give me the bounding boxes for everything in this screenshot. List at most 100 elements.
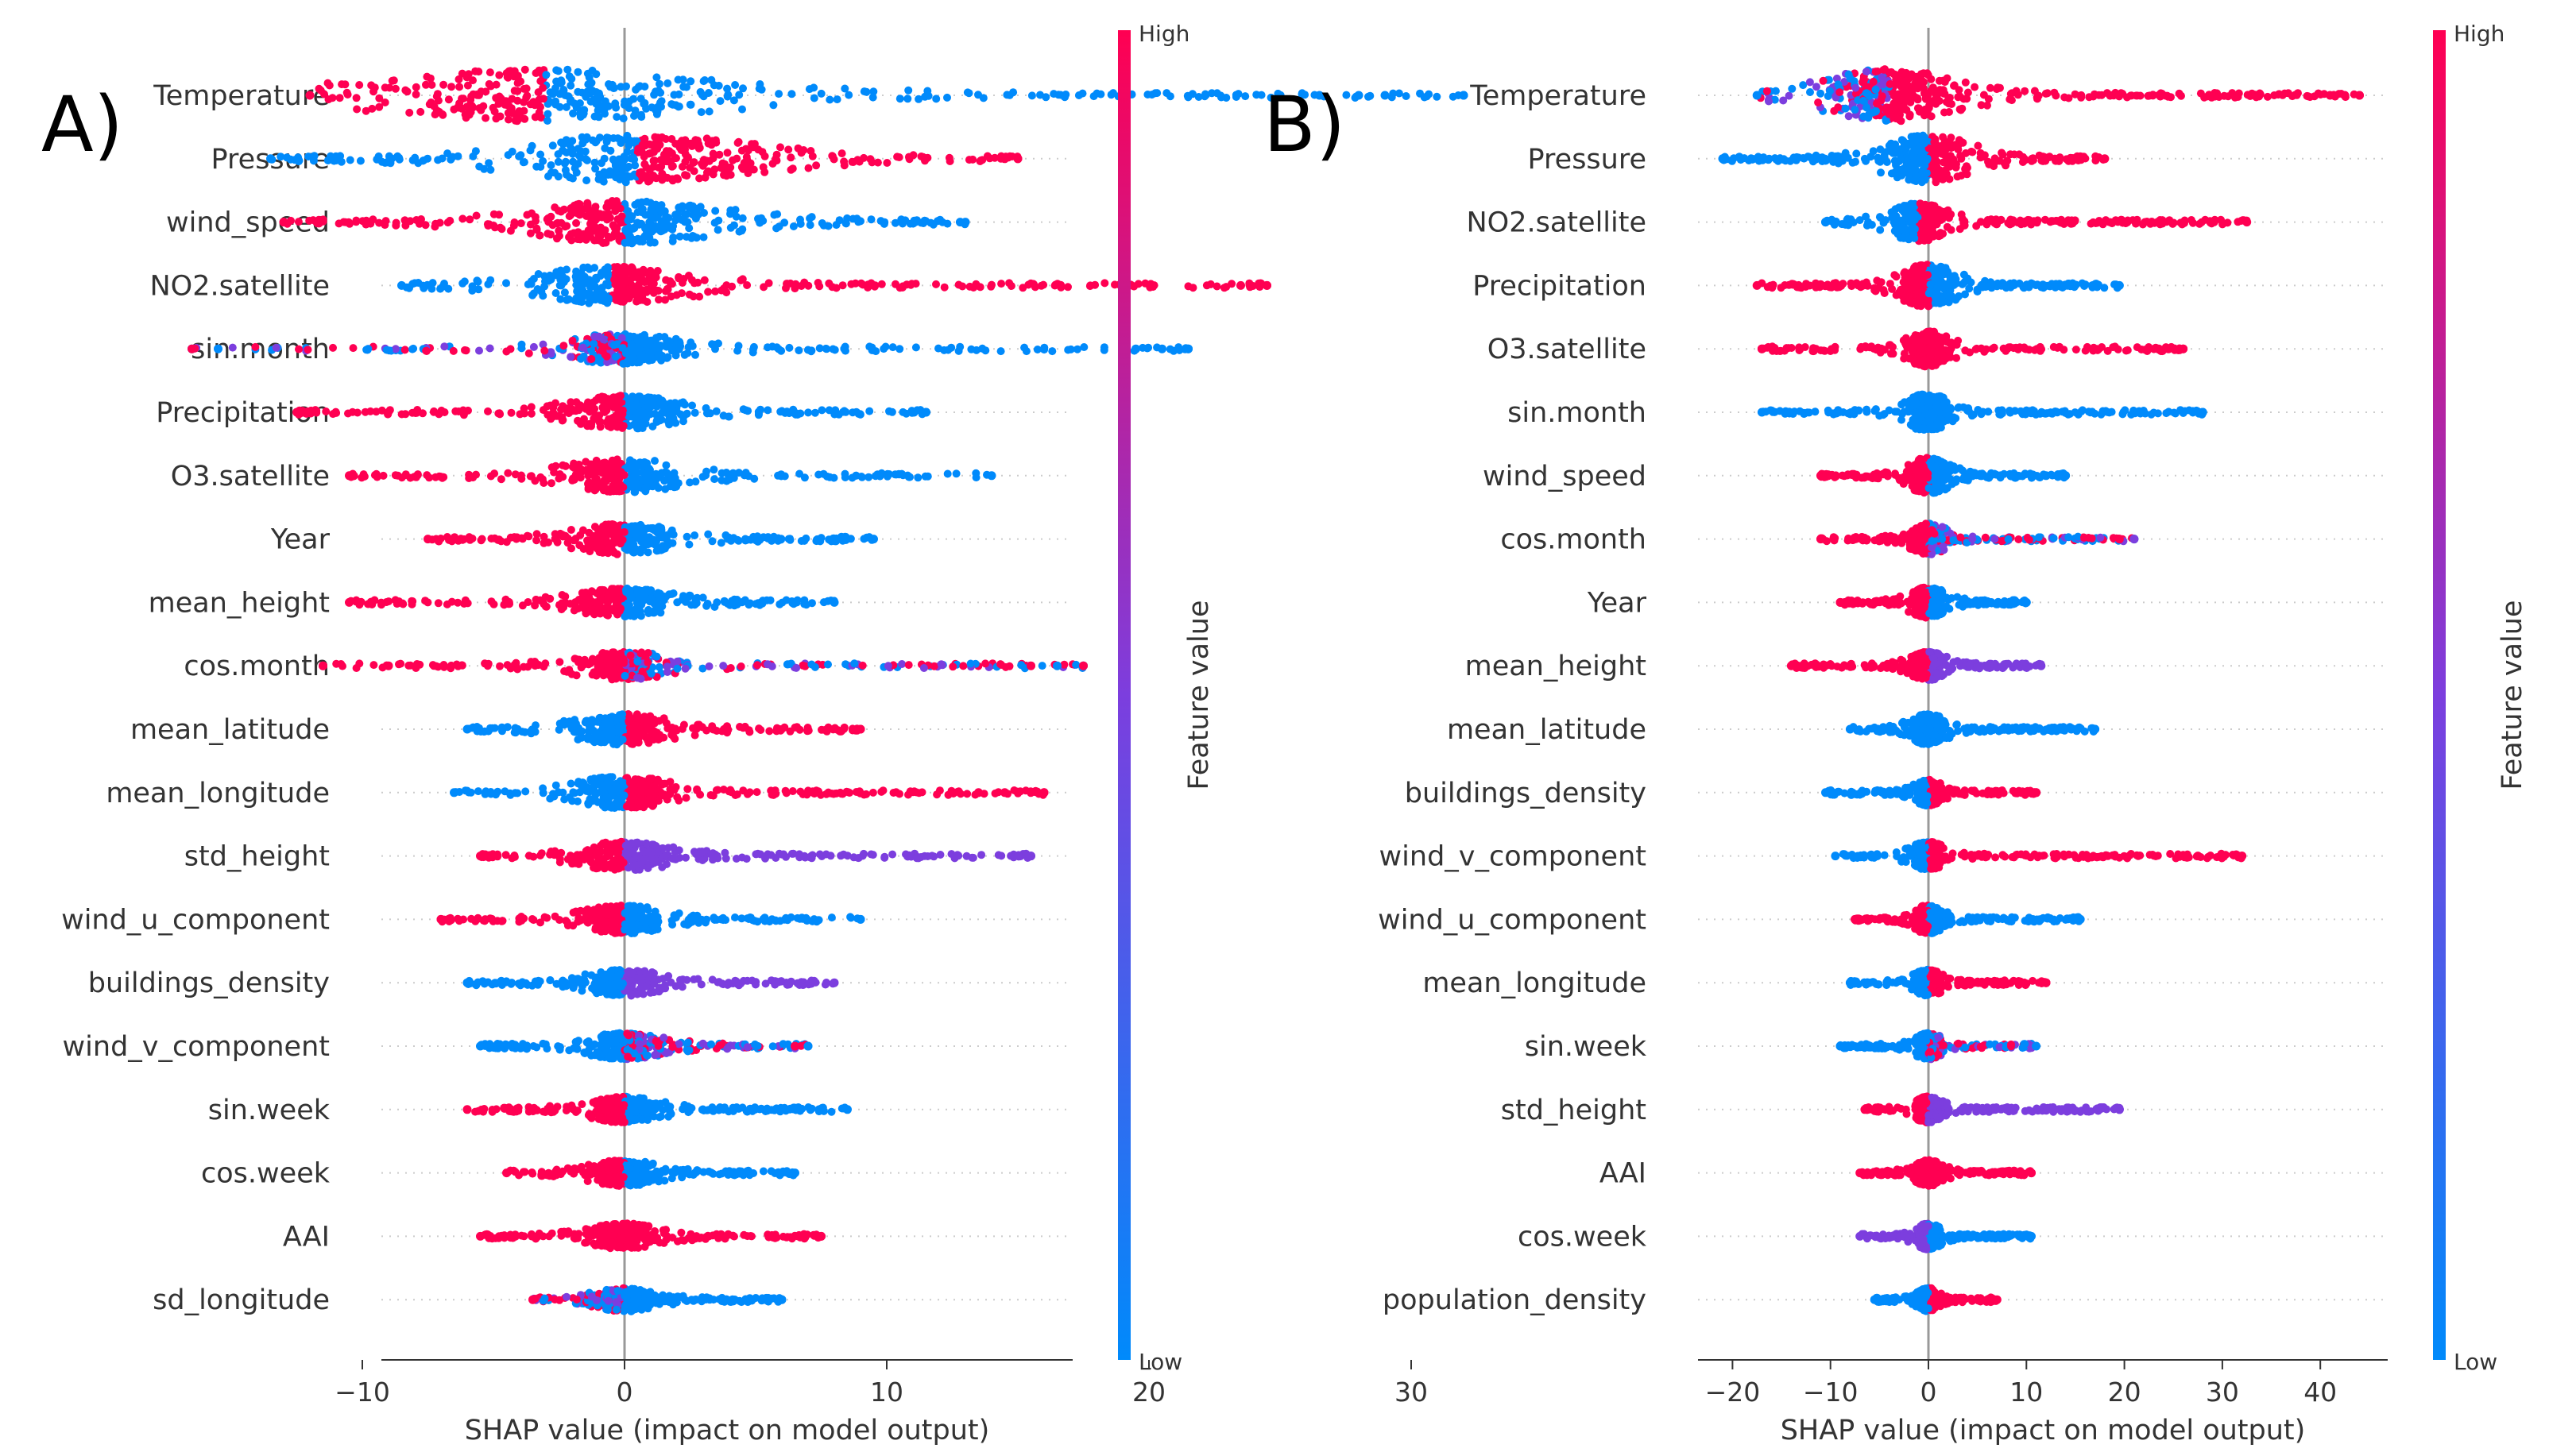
shap-point	[353, 408, 362, 417]
shap-point	[628, 263, 636, 272]
shap-point	[295, 345, 303, 353]
shap-point	[686, 478, 694, 487]
shap-point	[1060, 660, 1069, 669]
shap-point	[648, 729, 657, 738]
shap-point	[669, 234, 678, 241]
shap-point	[707, 141, 716, 149]
shap-point	[965, 282, 974, 291]
shap-point	[619, 114, 628, 123]
shap-point	[804, 408, 813, 417]
shap-point	[541, 277, 549, 286]
shap-point	[690, 167, 698, 176]
shap-point	[568, 476, 577, 485]
shap-point	[787, 849, 796, 858]
shap-point	[700, 76, 709, 84]
shap-point	[458, 279, 467, 288]
feature-label: wind_speed	[166, 207, 330, 239]
shap-point	[743, 164, 752, 173]
shap-point	[430, 662, 438, 670]
shap-point	[738, 105, 746, 114]
shap-point	[551, 781, 560, 790]
shap-point	[524, 349, 533, 357]
shap-point	[658, 176, 667, 184]
shap-point	[422, 346, 431, 355]
shap-point	[683, 785, 692, 794]
shap-point	[737, 662, 745, 670]
shap-point	[393, 471, 402, 480]
shap-point	[589, 398, 598, 407]
shap-point	[509, 222, 518, 230]
shap-point	[610, 83, 618, 92]
shap-point	[372, 469, 381, 478]
shap-point	[594, 100, 603, 109]
shap-point	[582, 458, 590, 466]
shap-point	[777, 535, 786, 543]
shap-point	[967, 345, 976, 353]
shap-point	[915, 95, 923, 103]
shap-point	[620, 175, 629, 183]
shap-point	[650, 608, 659, 617]
shap-point	[358, 217, 367, 226]
shap-point	[392, 221, 400, 230]
shap-point	[907, 407, 916, 415]
shap-point	[655, 332, 663, 341]
shap-point	[883, 472, 892, 481]
shap-point	[377, 157, 386, 166]
shap-point	[572, 103, 581, 112]
shap-point	[660, 779, 669, 788]
shap-outlier-point	[1315, 91, 1324, 100]
shap-point	[962, 852, 971, 860]
shap-point	[867, 215, 876, 224]
shap-point	[612, 798, 621, 806]
shap-point	[693, 786, 702, 795]
shap-point	[635, 288, 644, 296]
shap-point	[601, 524, 610, 533]
shap-point	[830, 346, 839, 354]
shap-point	[733, 154, 741, 163]
shap-point	[835, 216, 844, 225]
shap-point	[551, 289, 560, 297]
shap-point	[800, 536, 809, 545]
shap-point	[830, 407, 839, 416]
shap-point	[513, 117, 521, 126]
shap-point	[421, 597, 430, 605]
shap-point	[567, 353, 575, 361]
shap-point	[598, 532, 606, 541]
shap-point	[640, 98, 649, 107]
shap-point	[714, 226, 722, 234]
shap-point	[727, 536, 735, 545]
shap-point	[272, 343, 280, 352]
shap-point	[755, 724, 764, 733]
shap-point	[830, 790, 839, 798]
shap-point	[647, 669, 656, 678]
shap-point	[344, 218, 353, 226]
shap-point	[608, 525, 617, 534]
shap-point	[1228, 280, 1236, 288]
shap-point	[708, 340, 717, 349]
shap-point	[599, 210, 608, 219]
shap-point	[411, 153, 420, 162]
shap-point	[841, 660, 850, 669]
shap-point	[660, 400, 668, 407]
shap-point	[673, 664, 682, 673]
shap-point	[662, 461, 671, 469]
shap-point	[366, 597, 375, 606]
shap-point	[684, 593, 693, 601]
shap-point	[517, 344, 526, 353]
shap-point	[498, 727, 506, 736]
shap-point	[578, 467, 586, 476]
shap-point	[1013, 787, 1021, 796]
shap-point	[651, 457, 659, 465]
shap-point	[669, 531, 678, 539]
shap-point	[329, 343, 337, 352]
shap-point	[932, 95, 941, 103]
shap-point	[704, 168, 713, 176]
shap-point	[537, 288, 546, 296]
shap-point	[399, 600, 408, 608]
shap-point	[883, 159, 892, 167]
shap-point	[633, 208, 642, 217]
shap-point	[474, 787, 482, 796]
shap-point	[690, 408, 699, 417]
shap-point	[606, 423, 615, 431]
shap-point	[1048, 347, 1057, 356]
